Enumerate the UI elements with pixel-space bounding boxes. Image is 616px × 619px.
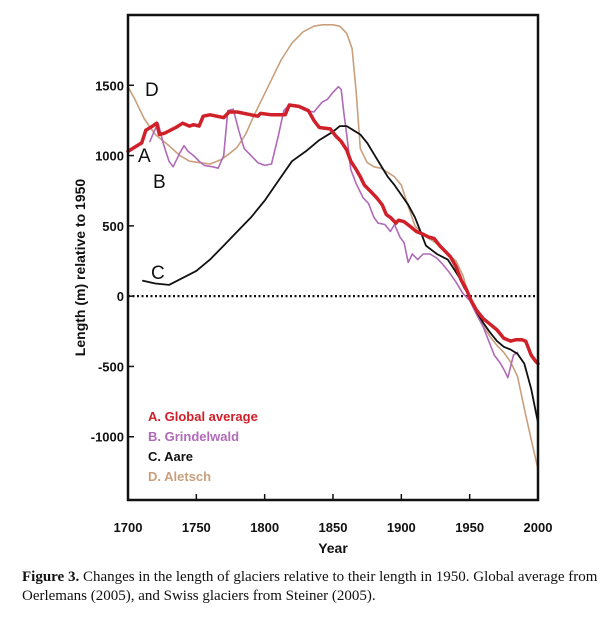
y-tick-label-0: 0	[117, 289, 124, 304]
caption-label: Figure 3.	[22, 569, 80, 585]
figure-caption: Figure 3. Changes in the length of glaci…	[22, 568, 602, 606]
y-tick-label--500: -500	[98, 359, 124, 374]
x-tick-label-1900: 1900	[387, 520, 416, 535]
curve-label-b: B	[153, 172, 166, 193]
legend-entry-1: B. Grindelwald	[148, 429, 239, 444]
x-tick-label-1800: 1800	[250, 520, 279, 535]
y-axis-label: Length (m) relative to 1950	[72, 179, 88, 357]
plot-frame	[126, 13, 540, 502]
x-tick-labels: 1700 1750 1800 1850 1900 1950 2000	[114, 520, 553, 535]
x-tick-label-2000: 2000	[524, 520, 553, 535]
legend-entry-3: D. Aletsch	[148, 469, 211, 484]
series-line-a	[126, 103, 540, 366]
legend: A. Global average B. Grindelwald C. Aare D.…	[148, 409, 258, 484]
curve-labels: AB C D	[138, 80, 166, 284]
curve-label-a: A	[138, 146, 151, 167]
x-tick-label-1950: 1950	[455, 520, 484, 535]
legend-entry-0: A. Global average	[148, 409, 258, 424]
y-tick-label-500: 500	[102, 219, 124, 234]
x-tick-label-1750: 1750	[182, 520, 211, 535]
y-tick-label--1000: -1000	[91, 430, 124, 445]
y-tick-label-1500: 1500	[95, 78, 124, 93]
y-tick-labels: 1500 1000 500 0 -500 -1000	[91, 78, 124, 444]
y-tick-label-1000: 1000	[95, 149, 124, 164]
legend-entry-2: C. Aare	[148, 449, 193, 464]
caption-text: Changes in the length of glaciers relati…	[22, 569, 598, 604]
series-lines	[126, 24, 540, 470]
series-line-c	[142, 125, 539, 424]
curve-label-d: D	[145, 80, 159, 101]
x-axis-label: Year	[318, 540, 348, 556]
curve-label-c: C	[151, 263, 165, 284]
x-tick-label-1850: 1850	[319, 520, 348, 535]
x-tick-label-1700: 1700	[114, 520, 143, 535]
series-line-b	[149, 85, 519, 379]
